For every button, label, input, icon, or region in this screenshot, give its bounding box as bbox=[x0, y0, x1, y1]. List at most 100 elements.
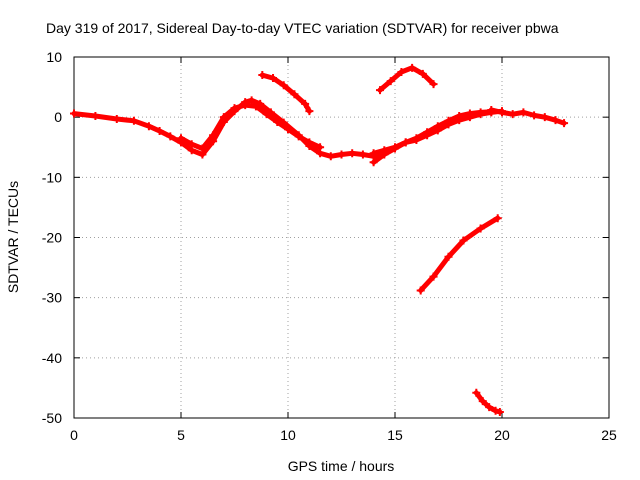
series-line bbox=[178, 102, 323, 151]
axis-ticks bbox=[73, 56, 610, 419]
data-point bbox=[316, 143, 325, 152]
series-trace-4 bbox=[376, 63, 438, 95]
y-tick-label: -20 bbox=[42, 230, 62, 246]
data-point bbox=[459, 236, 468, 245]
data-point bbox=[369, 149, 378, 158]
data-point bbox=[540, 113, 549, 122]
series-line bbox=[418, 215, 501, 293]
series-trace-8 bbox=[416, 214, 502, 295]
data-point bbox=[485, 403, 494, 412]
data-point bbox=[418, 69, 427, 78]
data-point bbox=[478, 397, 487, 406]
data-point bbox=[416, 286, 425, 295]
data-point bbox=[493, 214, 502, 223]
data-point bbox=[530, 111, 539, 120]
data-point bbox=[444, 116, 453, 125]
data-point bbox=[433, 122, 442, 131]
data-point bbox=[472, 388, 481, 397]
data-point bbox=[444, 252, 453, 261]
data-point bbox=[508, 110, 517, 119]
data-point bbox=[269, 74, 278, 83]
data-point bbox=[209, 131, 218, 140]
data-point bbox=[177, 134, 185, 143]
data-point bbox=[294, 132, 303, 141]
data-point bbox=[408, 63, 417, 72]
data-point bbox=[262, 110, 271, 119]
data-point bbox=[386, 77, 395, 86]
series-line bbox=[71, 97, 387, 159]
data-point bbox=[326, 152, 335, 161]
series-line bbox=[377, 65, 436, 93]
data-point bbox=[70, 109, 78, 118]
data-point bbox=[519, 108, 528, 117]
data-point bbox=[369, 158, 378, 167]
series-trace-3 bbox=[258, 71, 314, 116]
data-point bbox=[251, 102, 260, 111]
data-point bbox=[391, 143, 399, 152]
data-point bbox=[112, 114, 121, 123]
data-point bbox=[476, 224, 485, 233]
data-point bbox=[305, 107, 314, 116]
data-point bbox=[487, 105, 496, 114]
data-point bbox=[397, 68, 406, 77]
data-point bbox=[560, 119, 569, 128]
data-point bbox=[284, 125, 292, 134]
series-trace-7 bbox=[487, 105, 569, 128]
x-axis-label: GPS time / hours bbox=[288, 458, 395, 474]
data-point bbox=[241, 101, 250, 110]
data-point bbox=[380, 146, 389, 155]
data-point bbox=[465, 109, 474, 118]
data-point bbox=[337, 150, 346, 159]
x-tick-label: 25 bbox=[601, 427, 617, 443]
data-point bbox=[401, 138, 410, 147]
data-point bbox=[290, 90, 299, 99]
data-point bbox=[429, 80, 438, 89]
data-point bbox=[348, 149, 357, 158]
tick-labels: 0 5 10 15 20 25 -50 -40 -30 -20 -10 0 10 bbox=[42, 49, 617, 443]
series-trace-9 bbox=[472, 388, 504, 416]
data-point bbox=[376, 86, 385, 95]
data-point bbox=[498, 108, 506, 117]
y-axis-label: SDTVAR / TECUs bbox=[5, 181, 21, 293]
series-line bbox=[259, 72, 312, 114]
series-trace-1 bbox=[70, 96, 389, 161]
data-point bbox=[476, 108, 485, 117]
y-tick-label: 0 bbox=[54, 109, 62, 125]
data-series bbox=[70, 63, 569, 416]
data-point bbox=[247, 96, 256, 105]
data-point bbox=[219, 113, 228, 122]
x-tick-label: 20 bbox=[494, 427, 510, 443]
grid-lines bbox=[74, 57, 609, 418]
data-point bbox=[279, 81, 288, 90]
data-point bbox=[91, 111, 100, 120]
x-tick-label: 10 bbox=[280, 427, 296, 443]
data-point bbox=[258, 71, 267, 80]
data-point bbox=[429, 272, 438, 281]
data-point bbox=[144, 122, 153, 131]
x-tick-label: 15 bbox=[387, 427, 403, 443]
data-point bbox=[495, 407, 504, 416]
y-tick-label: -10 bbox=[42, 169, 62, 185]
data-point bbox=[305, 138, 314, 147]
data-point bbox=[187, 140, 196, 149]
data-point bbox=[230, 104, 239, 113]
y-tick-label: -40 bbox=[42, 350, 62, 366]
y-tick-label: -30 bbox=[42, 290, 62, 306]
chart-title: Day 319 of 2017, Sidereal Day-to-day VTE… bbox=[46, 20, 559, 36]
data-point bbox=[551, 116, 560, 125]
data-point bbox=[155, 127, 164, 136]
x-tick-label: 0 bbox=[70, 427, 78, 443]
data-point bbox=[455, 111, 464, 120]
x-tick-label: 5 bbox=[177, 427, 185, 443]
series-trace-6 bbox=[369, 107, 496, 158]
data-point bbox=[491, 406, 500, 415]
series-line bbox=[371, 108, 505, 165]
y-tick-label: 10 bbox=[46, 49, 62, 65]
data-point bbox=[273, 117, 282, 126]
series-trace-5 bbox=[369, 107, 506, 167]
y-tick-label: -50 bbox=[42, 410, 62, 426]
data-point bbox=[166, 132, 175, 141]
data-point bbox=[198, 144, 207, 153]
series-trace-2 bbox=[177, 101, 325, 153]
